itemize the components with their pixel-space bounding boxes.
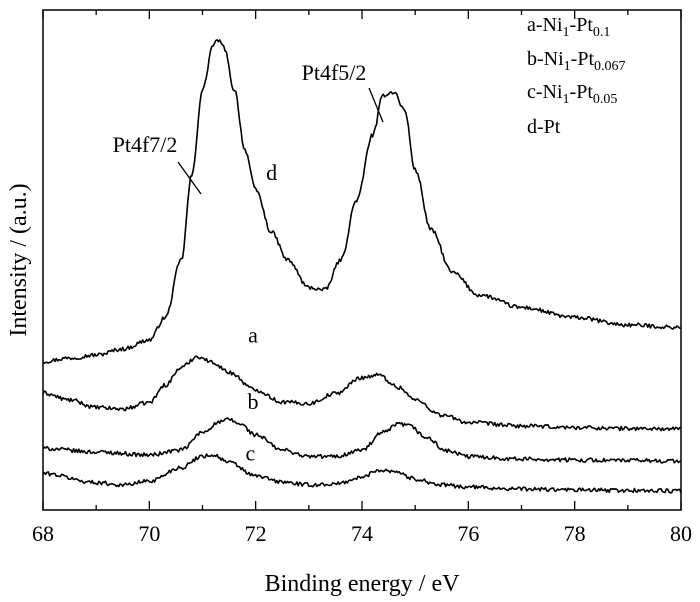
x-tick-label: 80 [670,521,692,546]
legend-entry: d-Pt [527,116,561,138]
x-tick-label: 68 [32,521,54,546]
peak-label: Pt4f7/2 [113,132,178,157]
series-a [42,355,682,432]
peak-leader-line [177,161,202,195]
x-tick-label: 76 [457,521,479,546]
x-tick-label: 78 [564,521,586,546]
legend-entry: c-Ni1-Pt0.05 [527,81,617,107]
x-axis-tick-labels: 68 70 72 74 76 78 80 [32,521,692,546]
series-d [42,39,682,364]
x-axis-title: Binding energy / eV [265,571,461,597]
x-tick-label: 74 [351,521,373,546]
peak-annotations: Pt4f7/2 Pt4f5/2 [113,60,384,195]
series-layer [42,39,682,494]
y-axis-title: Intensity / (a.u.) [6,183,32,336]
legend-entry: a-Ni1-Pt0.1 [527,14,610,40]
curve-label-d: d [266,160,277,185]
peak-leader-line [368,87,384,123]
peak-label: Pt4f5/2 [302,60,367,85]
x-axis-ticks [42,10,682,510]
legend-entry: b-Ni1-Pt0.067 [527,48,626,74]
legend: a-Ni1-Pt0.1 b-Ni1-Pt0.067 c-Ni1-Pt0.05 d-Pt [527,14,626,138]
curve-label-a: a [248,323,258,348]
curve-labels: d a b c [245,160,277,466]
curve-label-c: c [245,441,255,466]
series-c [42,453,682,494]
curve-label-b: b [248,389,259,414]
x-tick-label: 72 [245,521,267,546]
x-tick-label: 70 [138,521,160,546]
series-b [42,417,682,464]
